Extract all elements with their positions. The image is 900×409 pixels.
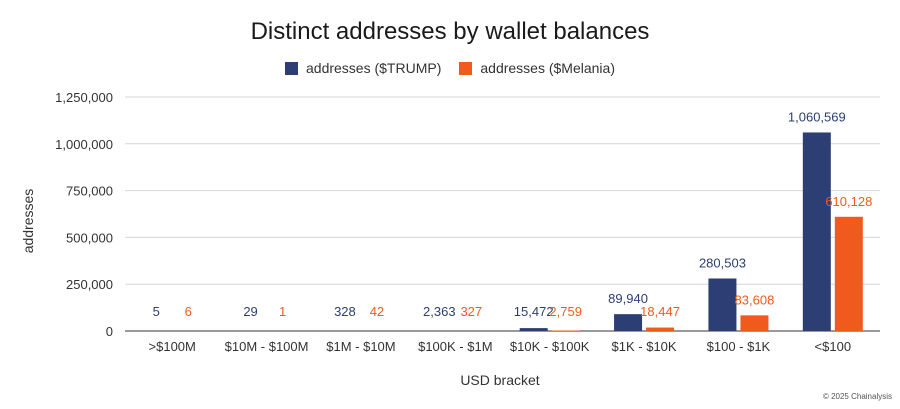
y-tick-label: 0: [106, 324, 113, 339]
legend: addresses ($TRUMP) addresses ($Melania): [0, 60, 900, 76]
data-label-trump: 5: [153, 304, 160, 319]
data-label-trump: 1,060,569: [788, 109, 846, 124]
data-label-melania: 327: [460, 304, 482, 319]
legend-label-trump: addresses ($TRUMP): [306, 60, 442, 76]
data-label-melania: 2,759: [549, 304, 582, 319]
data-label-melania: 18,447: [640, 304, 680, 319]
data-label-trump: 280,503: [699, 255, 746, 270]
data-label-melania: 83,608: [735, 292, 775, 307]
data-label-melania: 1: [279, 304, 286, 319]
chart-title: Distinct addresses by wallet balances: [250, 18, 650, 45]
legend-swatch-melania: [459, 61, 473, 75]
data-label-melania: 42: [370, 304, 384, 319]
x-tick-label: $100K - $1M: [418, 339, 492, 354]
data-label-trump: 15,472: [514, 304, 554, 319]
legend-label-melania: addresses ($Melania): [480, 60, 615, 76]
x-tick-label: $1K - $10K: [612, 339, 677, 354]
data-label-melania: 6: [185, 304, 192, 319]
y-tick-label: 500,000: [66, 230, 113, 245]
data-label-trump: 328: [334, 304, 356, 319]
legend-swatch-trump: [285, 61, 298, 75]
gridlines: [125, 96, 880, 332]
bar-trump: [802, 132, 831, 331]
bar-melania: [740, 315, 769, 331]
legend-item-trump: addresses ($TRUMP): [285, 60, 441, 76]
legend-item-melania: addresses ($Melania): [459, 60, 615, 76]
bar-melania: [834, 216, 863, 331]
y-tick-label: 1,250,000: [55, 90, 113, 105]
bar-trump: [519, 328, 548, 331]
data-label-trump: 89,940: [608, 291, 648, 306]
y-tick-label: 1,000,000: [55, 137, 113, 152]
x-tick-label: $100 - $1K: [707, 339, 771, 354]
data-label-trump: 29: [243, 304, 257, 319]
bar-trump: [614, 314, 643, 331]
x-tick-label: $1M - $10M: [326, 339, 395, 354]
bar-melania: [551, 330, 580, 331]
y-tick-label: 250,000: [66, 277, 113, 292]
x-tick-label: <$100: [815, 339, 852, 354]
data-label-melania: 610,128: [825, 194, 872, 209]
x-axis-ticks: >$100M $10M - $100M $1M - $10M $100K - $1M $…: [149, 339, 852, 354]
bar-trump: [708, 278, 737, 331]
bars: [519, 132, 863, 331]
x-axis-label: USD bracket: [460, 372, 539, 388]
bar-melania: [646, 327, 675, 331]
data-label-trump: 2,363: [423, 304, 456, 319]
y-axis-ticks: 0 250,000 500,000 750,000 1,000,000 1,250,000: [55, 90, 113, 339]
x-tick-label: $10M - $100M: [225, 339, 309, 354]
y-tick-label: 750,000: [66, 184, 113, 199]
copyright-notice: © 2025 Chainalysis: [822, 392, 892, 401]
x-tick-label: $10K - $100K: [510, 339, 590, 354]
y-axis-label: addresses: [20, 189, 36, 254]
x-tick-label: >$100M: [149, 339, 196, 354]
